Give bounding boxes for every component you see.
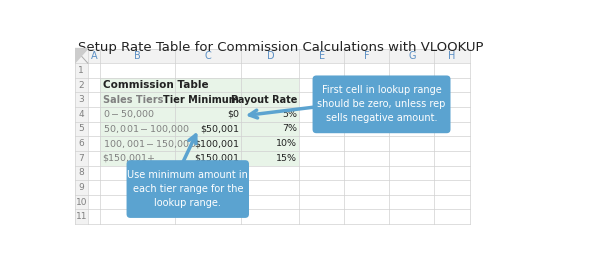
Text: D: D [266,51,274,61]
FancyBboxPatch shape [75,49,470,63]
Text: G: G [408,51,416,61]
Text: First cell in lookup range
should be zero, unless rep
sells negative amount.: First cell in lookup range should be zer… [318,85,446,123]
Polygon shape [75,49,88,63]
Text: 7%: 7% [282,124,297,134]
Text: Payout Rate: Payout Rate [230,95,297,105]
Text: 10: 10 [75,198,87,207]
Text: $50,001: $50,001 [200,124,239,134]
Text: Commission Table: Commission Table [103,80,208,90]
FancyBboxPatch shape [75,49,88,224]
Text: Tier Minimum: Tier Minimum [163,95,239,105]
Text: A: A [91,51,97,61]
Text: 7: 7 [78,154,84,163]
Text: C: C [205,51,212,61]
Text: 9: 9 [78,183,84,192]
Text: $100,001-$150,000: $100,001-$150,000 [103,138,196,150]
Text: 3: 3 [78,95,84,104]
Text: H: H [448,51,456,61]
Text: 5%: 5% [282,110,297,119]
Text: B: B [134,51,141,61]
Text: $0-$50,000: $0-$50,000 [103,108,155,120]
Text: 2: 2 [78,81,84,90]
Text: $0: $0 [227,110,239,119]
Text: Sales Tiers: Sales Tiers [103,95,163,105]
Text: 11: 11 [75,212,87,221]
FancyBboxPatch shape [100,78,299,166]
Text: $150,001: $150,001 [194,154,239,163]
Text: Setup Rate Table for Commission Calculations with VLOOKUP: Setup Rate Table for Commission Calculat… [78,41,484,54]
Text: 4: 4 [78,110,84,119]
Text: E: E [319,51,325,61]
Text: 1: 1 [78,66,84,75]
FancyBboxPatch shape [127,160,249,218]
Text: 5: 5 [78,124,84,134]
Text: $100,001: $100,001 [194,139,239,148]
Text: 15%: 15% [276,154,297,163]
Text: 8: 8 [78,168,84,177]
Text: $150,001+: $150,001+ [103,154,156,163]
FancyBboxPatch shape [313,75,451,133]
Text: $50,001-$100,000: $50,001-$100,000 [103,123,190,135]
Text: F: F [364,51,370,61]
Text: Use minimum amount in
each tier range for the
lookup range.: Use minimum amount in each tier range fo… [127,170,248,208]
Text: 10%: 10% [276,139,297,148]
Text: 6: 6 [78,139,84,148]
